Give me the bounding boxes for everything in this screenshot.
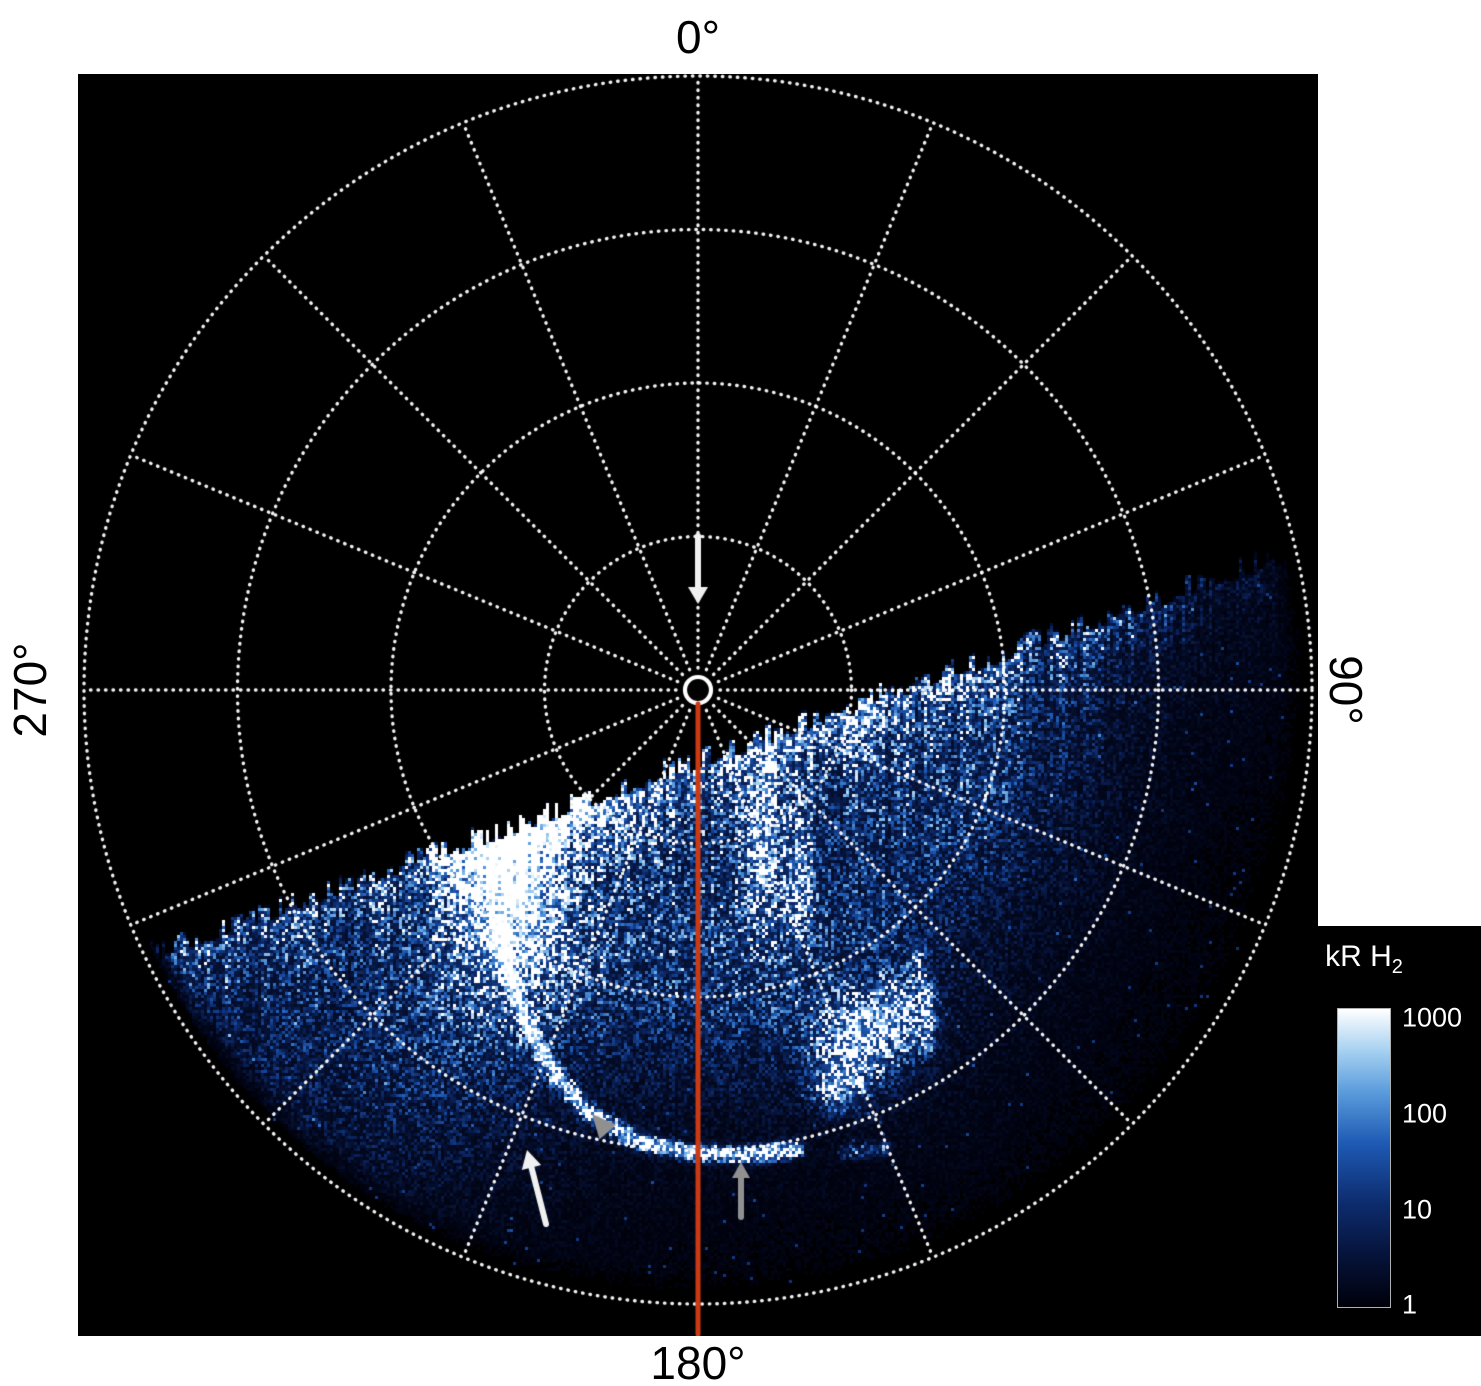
colorbar-title-text: kR H [1325,940,1392,973]
colorbar-tick-1000: 1000 [1402,1002,1463,1033]
colorbar-tick-100: 100 [1402,1098,1448,1129]
polar-plot-canvas [78,74,1318,1336]
colorbar-title: kR H2 [1300,940,1428,979]
azimuth-label-180: 180° [650,1337,746,1386]
azimuth-label-0: 0° [676,11,720,63]
colorbar-title-subscript: 2 [1391,956,1403,978]
colorbar-gradient [1337,1008,1391,1308]
colorbar-tick-1: 1 [1402,1289,1418,1320]
azimuth-label-90: 90° [1320,655,1372,725]
colorbar-tick-10: 10 [1402,1194,1433,1225]
azimuth-label-270: 270° [4,642,56,738]
